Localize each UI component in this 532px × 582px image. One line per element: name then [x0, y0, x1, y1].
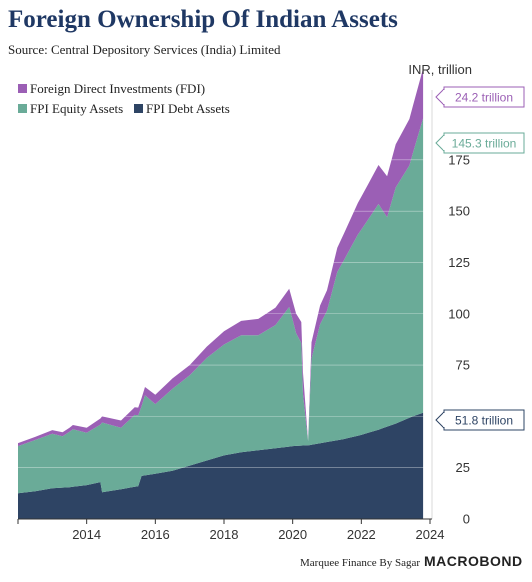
x-tick-label-2014: 2014	[72, 527, 101, 542]
x-tick-label-2016: 2016	[141, 527, 170, 542]
y-unit-label: INR, trillion	[408, 62, 472, 77]
x-tick-label-2024: 2024	[416, 527, 445, 542]
chart-title: Foreign Ownership Of Indian Assets	[8, 6, 398, 33]
end-label-text-fdi: 24.2 trillion	[455, 91, 513, 105]
macrobond-logo: MACROBOND	[424, 553, 523, 569]
legend-swatch-fpi_debt	[134, 104, 143, 113]
area-fdi	[18, 68, 424, 447]
x-tick-label-2022: 2022	[347, 527, 376, 542]
footer-credit: Marquee Finance By Sagar	[300, 557, 421, 569]
x-tick-label-2020: 2020	[278, 527, 307, 542]
y-tick-label-100: 100	[448, 306, 470, 321]
y-tick-label-150: 150	[448, 204, 470, 219]
end-label-text-fpi_debt: 51.8 trillion	[455, 414, 513, 428]
legend-label-fdi: Foreign Direct Investments (FDI)	[30, 81, 205, 96]
end-label-text-fpi_equity: 145.3 trillion	[452, 137, 517, 151]
legend-swatch-fdi	[18, 84, 27, 93]
y-tick-label-25: 25	[456, 460, 470, 475]
y-tick-label-75: 75	[456, 358, 470, 373]
end-label-pointer-fpi_debt	[435, 410, 445, 430]
legend-label-fpi_equity: FPI Equity Assets	[30, 101, 123, 116]
y-tick-label-175: 175	[448, 152, 470, 167]
area-fpi_equity	[18, 118, 424, 494]
legend-swatch-fpi_equity	[18, 104, 27, 113]
legend-label-fpi_debt: FPI Debt Assets	[146, 101, 230, 116]
end-label-pointer-fpi_equity	[435, 133, 445, 153]
area-fpi_debt	[18, 412, 424, 519]
y-tick-label-125: 125	[448, 255, 470, 270]
y-tick-label-0: 0	[463, 512, 470, 527]
x-tick-label-2018: 2018	[210, 527, 239, 542]
chart-subtitle: Source: Central Depository Services (Ind…	[8, 42, 281, 57]
end-label-pointer-fdi	[435, 87, 445, 107]
